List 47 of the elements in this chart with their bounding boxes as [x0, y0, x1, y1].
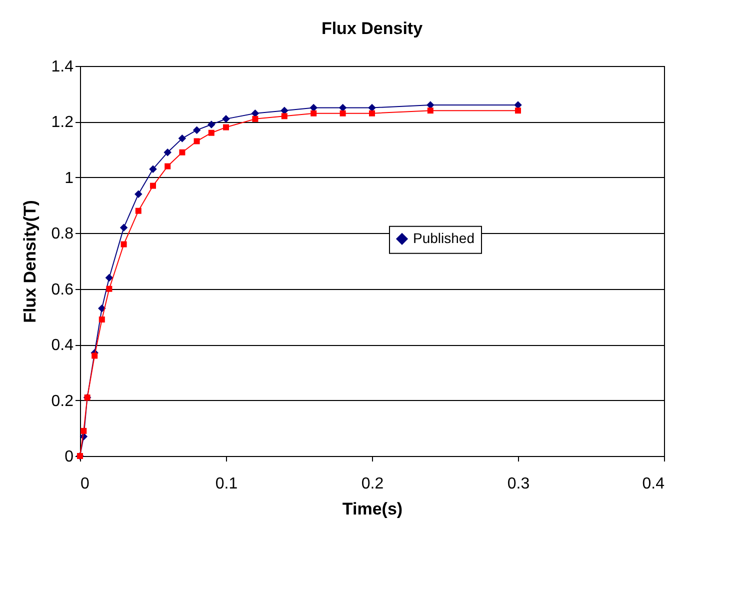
point: [252, 116, 258, 122]
point: [164, 163, 171, 170]
point: [178, 134, 186, 142]
point: [120, 224, 128, 232]
point: [164, 148, 172, 156]
point: [208, 120, 216, 128]
point: [150, 182, 156, 189]
point: [427, 108, 434, 114]
point: [208, 130, 214, 136]
x-tick-label: 0: [80, 476, 90, 492]
point: [194, 138, 200, 144]
point: [223, 124, 229, 130]
y-tick-label: 0.2: [51, 392, 74, 410]
x-tick-label: 0.3: [507, 476, 530, 492]
point: [179, 149, 186, 156]
point: [340, 110, 346, 116]
x-tick-label: 0.1: [215, 476, 238, 492]
y-tick-label: 1.2: [51, 114, 74, 132]
point: [369, 110, 375, 116]
y-tick-label: 0.4: [51, 337, 74, 354]
x-tick-label: 0.2: [361, 476, 384, 492]
y-tick-label: 1.4: [51, 58, 74, 76]
point: [98, 304, 106, 312]
point: [92, 352, 98, 359]
point: [105, 274, 114, 282]
point: [310, 110, 317, 116]
point: [80, 428, 87, 434]
point: [149, 165, 157, 173]
point: [192, 126, 201, 134]
y-tick-label: 1: [64, 170, 74, 187]
point: [120, 241, 127, 248]
point: [134, 190, 142, 198]
y-axis-title: Flux Density(T): [20, 200, 40, 323]
point: [106, 286, 112, 292]
chart-title: Flux Density: [321, 19, 424, 38]
point: [98, 316, 105, 322]
point: [135, 208, 142, 214]
y-tick-label: 0: [64, 448, 74, 466]
legend-label: Published: [413, 230, 474, 246]
point: [281, 113, 288, 120]
point: [280, 106, 288, 114]
point: [515, 108, 521, 114]
point: [222, 115, 230, 123]
x-axis-title: Time(s): [342, 500, 403, 518]
x-tick-label: 0.4: [642, 476, 665, 492]
y-tick-label: 0.8: [51, 226, 74, 243]
y-tick-label: 0.6: [51, 281, 74, 298]
